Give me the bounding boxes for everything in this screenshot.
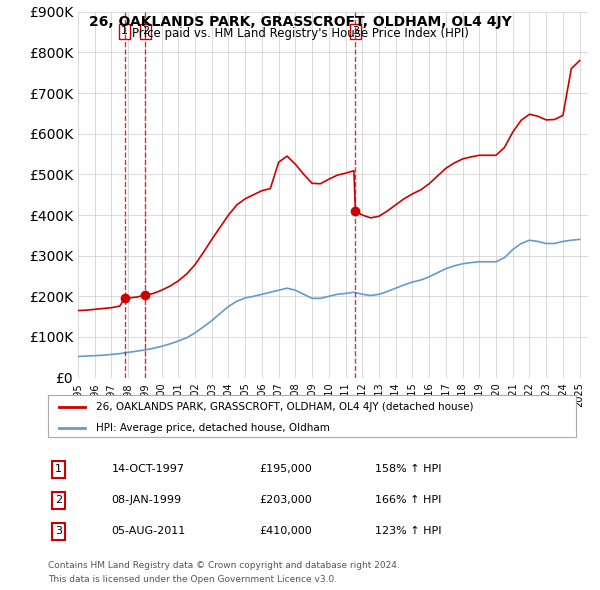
- Text: 1: 1: [55, 464, 62, 474]
- Text: 2: 2: [142, 27, 149, 37]
- Text: 05-AUG-2011: 05-AUG-2011: [112, 526, 185, 536]
- Text: Price paid vs. HM Land Registry's House Price Index (HPI): Price paid vs. HM Land Registry's House …: [131, 27, 469, 40]
- Text: 3: 3: [55, 526, 62, 536]
- Text: This data is licensed under the Open Government Licence v3.0.: This data is licensed under the Open Gov…: [48, 575, 337, 584]
- Text: 14-OCT-1997: 14-OCT-1997: [112, 464, 184, 474]
- Text: Contains HM Land Registry data © Crown copyright and database right 2024.: Contains HM Land Registry data © Crown c…: [48, 560, 400, 569]
- Text: £410,000: £410,000: [259, 526, 312, 536]
- Text: 166% ↑ HPI: 166% ↑ HPI: [376, 496, 442, 505]
- Text: 123% ↑ HPI: 123% ↑ HPI: [376, 526, 442, 536]
- Text: 26, OAKLANDS PARK, GRASSCROFT, OLDHAM, OL4 4JY (detached house): 26, OAKLANDS PARK, GRASSCROFT, OLDHAM, O…: [95, 402, 473, 412]
- Text: £195,000: £195,000: [259, 464, 312, 474]
- Text: 08-JAN-1999: 08-JAN-1999: [112, 496, 181, 505]
- Text: 26, OAKLANDS PARK, GRASSCROFT, OLDHAM, OL4 4JY: 26, OAKLANDS PARK, GRASSCROFT, OLDHAM, O…: [89, 15, 511, 29]
- Text: 2: 2: [55, 496, 62, 505]
- Text: 1: 1: [121, 27, 128, 37]
- Text: £203,000: £203,000: [259, 496, 312, 505]
- Text: 158% ↑ HPI: 158% ↑ HPI: [376, 464, 442, 474]
- Text: HPI: Average price, detached house, Oldham: HPI: Average price, detached house, Oldh…: [95, 422, 329, 432]
- Text: 3: 3: [352, 27, 359, 37]
